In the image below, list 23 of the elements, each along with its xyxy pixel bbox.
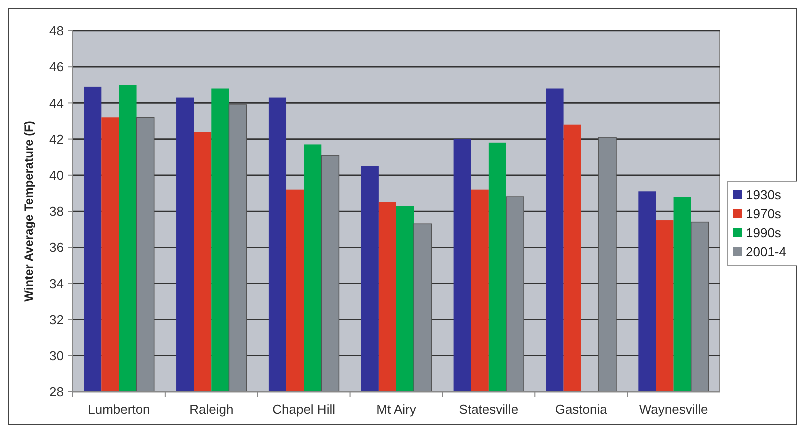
legend-label: 1990s bbox=[746, 226, 782, 240]
y-tick-label: 28 bbox=[50, 384, 64, 400]
y-tick-label: 48 bbox=[50, 24, 64, 39]
y-tick-label: 42 bbox=[50, 132, 64, 147]
x-tick-label: Lumberton bbox=[88, 402, 150, 417]
y-tick-label: 38 bbox=[50, 204, 64, 220]
legend-label: 1970s bbox=[746, 206, 782, 222]
x-tick-label: Mt Airy bbox=[376, 402, 417, 417]
x-tick-label: Gastonia bbox=[555, 402, 608, 417]
y-tick-label: 36 bbox=[50, 240, 64, 256]
x-tick-label: Statesville bbox=[459, 402, 519, 417]
x-tick-label: Raleigh bbox=[190, 402, 234, 417]
y-tick-label: 44 bbox=[50, 96, 64, 111]
y-tick-label: 46 bbox=[50, 60, 64, 75]
y-tick-label: 32 bbox=[50, 312, 64, 328]
legend-label: 2001-4 bbox=[746, 244, 786, 260]
y-axis-title: Winter Average Temperature (F) bbox=[22, 121, 36, 302]
legend-label: 1930s bbox=[746, 188, 782, 202]
y-tick-label: 34 bbox=[50, 276, 64, 292]
x-tick-label: Chapel Hill bbox=[272, 402, 336, 417]
y-tick-label: 40 bbox=[50, 168, 64, 183]
x-tick-label: Waynesville bbox=[639, 402, 708, 417]
y-tick-label: 30 bbox=[50, 348, 64, 364]
